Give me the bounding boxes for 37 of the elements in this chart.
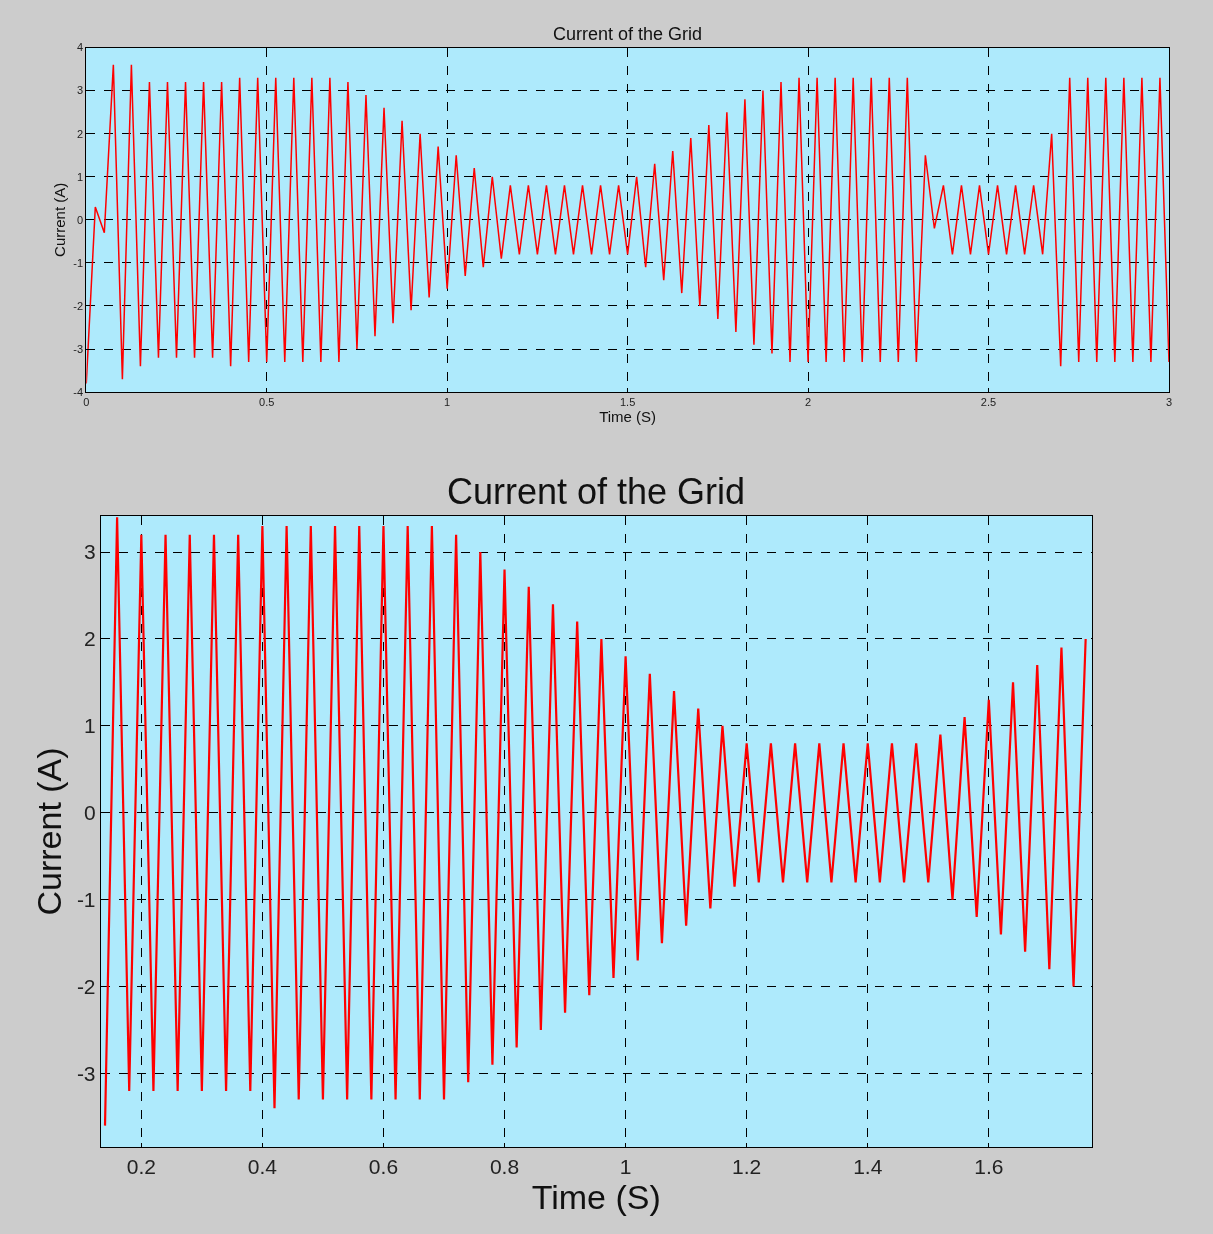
y-tick-label: -2 xyxy=(73,299,84,312)
x-tick-label: 0.2 xyxy=(126,1154,156,1178)
line-series xyxy=(103,516,1087,1127)
y-tick-label: 1 xyxy=(83,714,96,738)
y-tick-label: 3 xyxy=(83,540,96,564)
y-tick-label: 3 xyxy=(76,84,84,97)
chart-title: Current of the Grid xyxy=(553,24,703,44)
y-tick-label: 0 xyxy=(83,801,96,825)
x-tick-label: 1.2 xyxy=(732,1154,762,1178)
x-tick-label: 1 xyxy=(619,1154,632,1178)
x-tick-label: 0.5 xyxy=(259,396,275,409)
y-tick-label: 2 xyxy=(83,627,96,651)
x-tick-label: 2.5 xyxy=(980,396,997,409)
y-tick-label: 0 xyxy=(76,213,84,226)
x-tick-label: 1 xyxy=(444,396,451,409)
chart-title: Current of the Grid xyxy=(447,471,746,512)
y-tick-label: 1 xyxy=(76,170,84,183)
y-tick-label: 4 xyxy=(76,41,84,54)
y-axis-title: Current (A) xyxy=(30,747,69,916)
y-tick-label: -2 xyxy=(76,974,96,998)
x-axis-title: Time (S) xyxy=(599,408,657,426)
x-tick-label: 3 xyxy=(1165,396,1173,409)
y-tick-label: -1 xyxy=(76,888,96,912)
y-tick-label: -3 xyxy=(76,1061,96,1085)
x-tick-label: 0.6 xyxy=(368,1154,399,1178)
x-axis-title: Time (S) xyxy=(531,1177,661,1216)
x-tick-label: 1.4 xyxy=(853,1154,883,1178)
x-tick-label: 0.4 xyxy=(247,1154,278,1178)
x-tick-label: 0.8 xyxy=(489,1154,520,1178)
x-tick-label: 1.5 xyxy=(619,396,636,409)
y-axis-title: Current (A) xyxy=(50,182,68,257)
y-tick-label: -1 xyxy=(73,256,84,269)
y-tick-label: -4 xyxy=(73,386,84,398)
x-tick-label: 2 xyxy=(805,396,812,409)
y-tick-label: -3 xyxy=(73,342,84,355)
y-tick-label: 2 xyxy=(76,127,84,140)
x-tick-label: 1.6 xyxy=(974,1154,1004,1178)
